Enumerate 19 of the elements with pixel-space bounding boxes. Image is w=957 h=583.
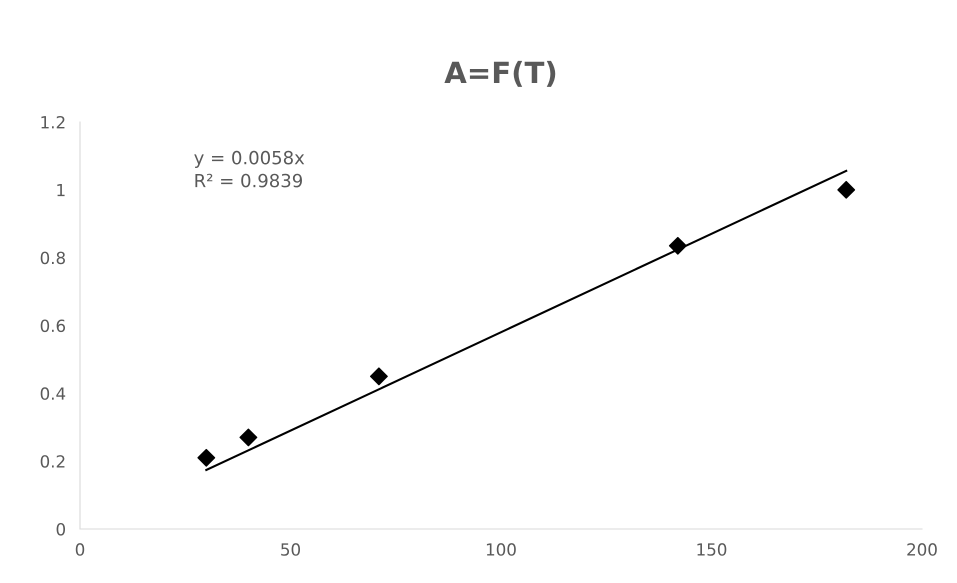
y-tick-label: 1 <box>57 184 65 196</box>
point <box>370 367 388 386</box>
x-tick-label: 50 <box>281 543 300 556</box>
x-tick-label: 150 <box>697 543 726 556</box>
annotation: y = 0.0058x R² = 0.9839 <box>194 150 304 188</box>
point <box>239 428 258 446</box>
x-tick-label: 0 <box>76 543 84 556</box>
y-tick-label: 1.2 <box>41 116 64 128</box>
y-tick-label: 0.2 <box>40 455 64 468</box>
chart-title: A=F(T) <box>444 60 556 87</box>
point <box>837 180 856 199</box>
x-tick-label: 100 <box>486 543 516 556</box>
y-tick-label: 0.8 <box>40 252 65 264</box>
y-tick-label: 0 <box>56 522 66 536</box>
y-tick-label: 0.4 <box>40 387 66 400</box>
point <box>197 448 216 467</box>
x-tick-label: 200 <box>907 543 937 556</box>
y-tick-label: 0.6 <box>40 319 66 332</box>
point <box>668 236 687 255</box>
